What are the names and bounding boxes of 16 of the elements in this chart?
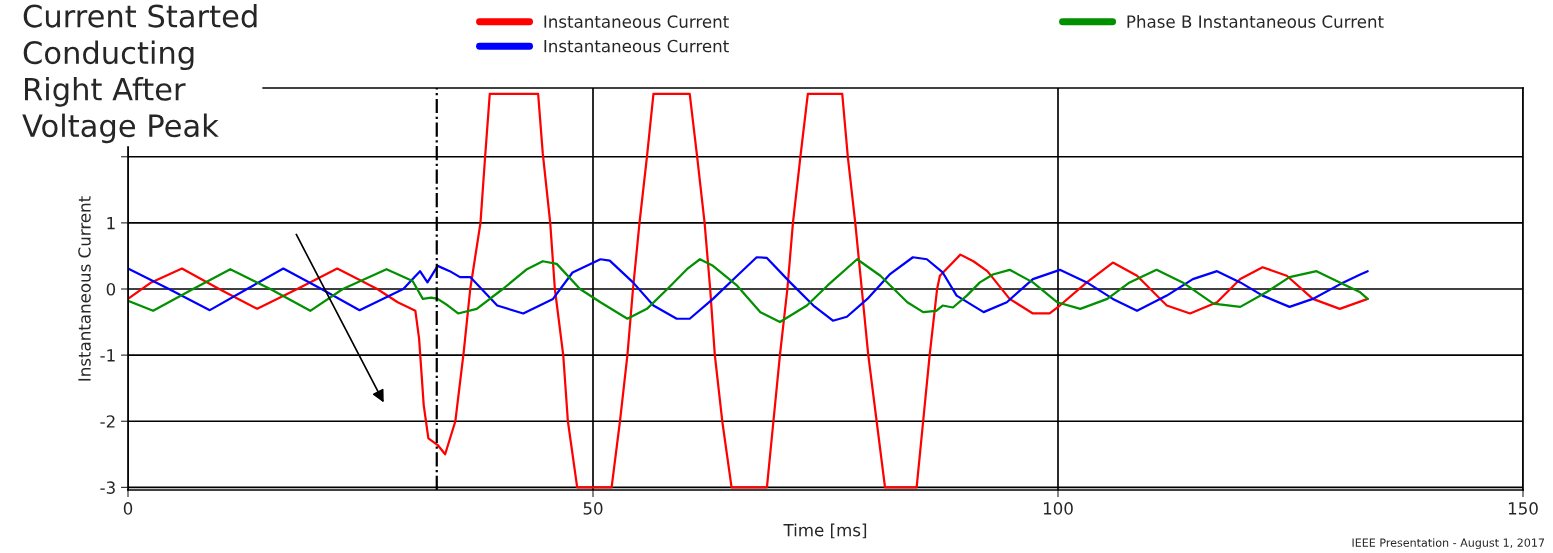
annotation: Current Started Conducting Right After Voltage Peak bbox=[22, 4, 257, 144]
legend-label: Phase B Instantaneous Current bbox=[1127, 15, 1384, 28]
x-axis-title: Time [ms] bbox=[783, 523, 867, 539]
y-tick-label: -2 bbox=[100, 415, 115, 428]
x-tick-label: 0 bbox=[123, 502, 133, 515]
x-tick-label: 50 bbox=[583, 502, 603, 515]
y-tick-label: 1 bbox=[107, 217, 115, 230]
legend-label: Instantaneous Current bbox=[544, 15, 729, 28]
y-tick-label: -1 bbox=[100, 349, 115, 362]
y-axis-title: Instantaneous Current bbox=[78, 196, 91, 381]
x-tick-label: 150 bbox=[1508, 502, 1538, 515]
x-tick-label: 100 bbox=[1043, 502, 1073, 515]
y-tick-label: 0 bbox=[106, 282, 116, 296]
y-tick-label: -3 bbox=[100, 481, 115, 494]
text: IEEE Presentation - August 1, 2017 bbox=[1352, 538, 1545, 549]
legend-label: Instantaneous Current bbox=[544, 39, 729, 53]
